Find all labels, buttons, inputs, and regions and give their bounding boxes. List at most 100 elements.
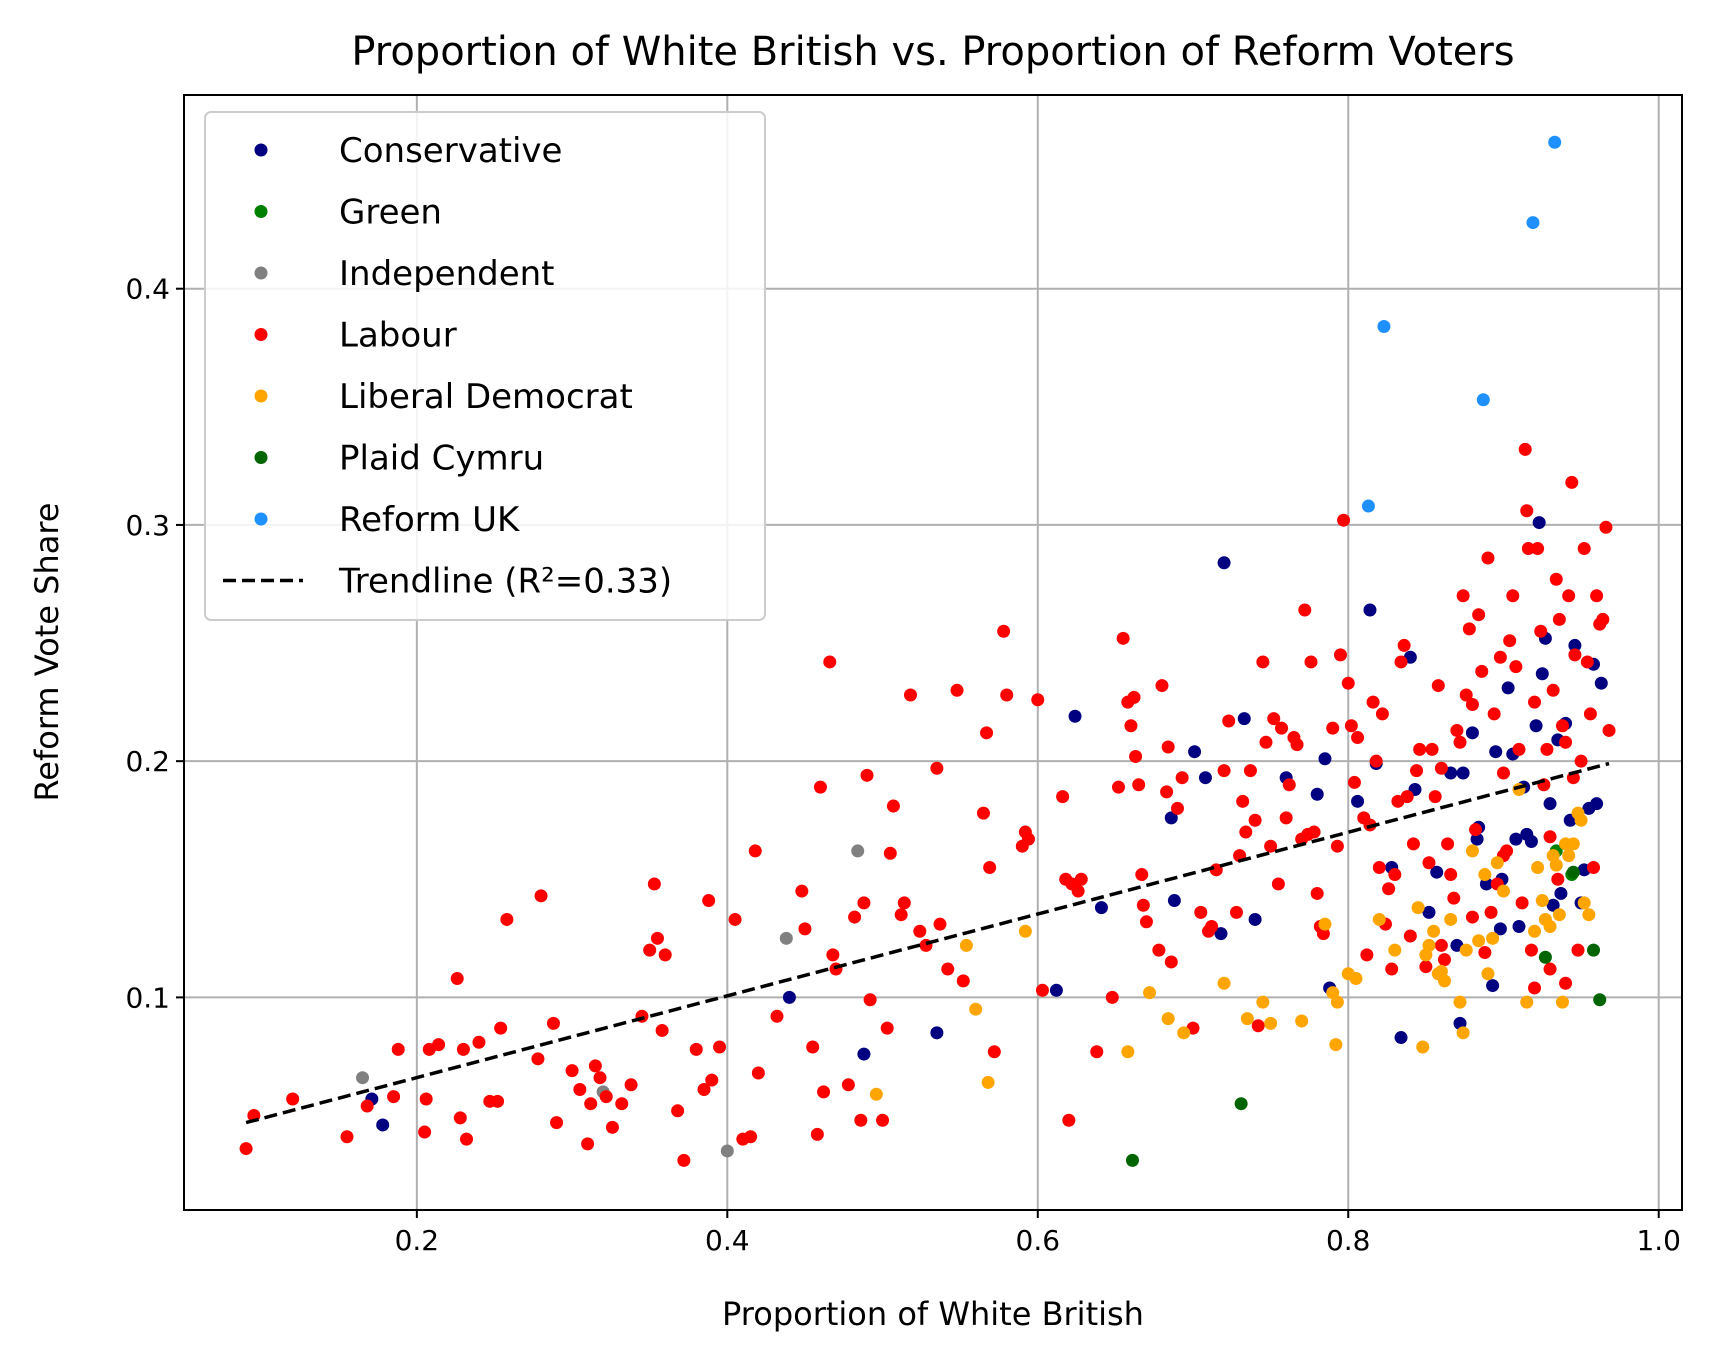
point-labour [1160,785,1174,799]
legend-marker [254,328,268,341]
point-labour [860,768,874,782]
legend-item-reform-uk: Reform UK [254,500,521,540]
point-labour [1330,839,1344,853]
point-labour [1256,655,1270,669]
point-conservative [1214,927,1228,941]
x-axis-label: Proportion of White British [722,1295,1144,1333]
point-labour [903,688,917,702]
point-labour [671,1104,685,1118]
point-labour [534,889,548,903]
point-labour [1410,764,1424,778]
point-labour [1062,1113,1076,1127]
point-labour [1161,740,1175,754]
point-labour [1540,742,1554,756]
point-conservative [1594,676,1608,690]
x-tick-label: 0.6 [1016,1224,1061,1257]
point-labour [1205,920,1219,934]
point-labour [1551,872,1565,886]
point-labour [1074,872,1088,886]
legend-item-independent: Independent [254,254,555,294]
point-labour [1105,990,1119,1004]
point-labour [239,1142,253,1156]
point-independent [356,1071,370,1085]
point-liberal-democrat [1411,901,1425,915]
point-labour [1459,688,1473,702]
point-labour [795,884,809,898]
point-labour [1170,801,1184,815]
point-independent [851,844,865,858]
y-tick-label: 0.1 [125,981,170,1014]
point-labour [1155,679,1169,693]
point-labour [883,846,897,860]
point-labour [894,908,908,922]
point-labour [770,1009,784,1023]
point-liberal-democrat [1372,912,1386,926]
point-liberal-democrat [969,1002,983,1016]
point-labour [1090,1045,1104,1059]
point-conservative [930,1026,944,1040]
legend-label: Independent [339,254,555,294]
point-labour [1360,948,1374,962]
y-tick-label: 0.4 [125,273,170,306]
point-labour [1217,764,1231,778]
point-labour [360,1099,374,1113]
point-labour [880,1021,894,1035]
point-labour [1400,790,1414,804]
point-labour [1152,943,1166,957]
point-labour [593,1071,607,1085]
point-labour [650,931,664,945]
point-labour [1484,905,1498,919]
point-labour [1124,719,1138,733]
point-liberal-democrat [1465,844,1479,858]
point-labour [387,1090,401,1104]
legend-item-labour: Labour [254,316,457,356]
legend-marker [254,143,268,157]
point-liberal-democrat [1217,976,1231,990]
point-labour [848,910,862,924]
point-labour [1515,896,1529,910]
point-labour [546,1016,560,1030]
point-labour [1251,1019,1265,1033]
point-labour [1590,589,1604,603]
point-conservative [1422,905,1436,919]
point-labour [897,896,911,910]
point-labour [599,1090,613,1104]
point-conservative [1493,922,1507,936]
point-labour [751,1066,765,1080]
point-labour [1444,868,1458,882]
point-conservative [1167,894,1181,908]
x-axis-ticks: 0.2 0.4 0.6 0.8 1.0 [395,1210,1681,1257]
point-conservative [1351,794,1365,808]
point-labour [987,1045,1001,1059]
point-labour [1521,542,1535,556]
point-labour [1559,735,1573,749]
point-labour [1509,660,1523,674]
point-labour [1431,679,1445,693]
point-liberal-democrat [1121,1045,1135,1059]
point-liberal-democrat [1566,837,1580,851]
point-labour [728,912,742,926]
point-conservative [1489,745,1503,759]
point-liberal-democrat [1256,995,1270,1009]
point-liberal-democrat [1552,908,1566,922]
point-labour [1447,891,1461,905]
point-labour [1562,589,1576,603]
legend-item-plaid-cymru: Plaid Cymru [254,439,544,479]
point-labour [655,1023,669,1037]
point-labour [1413,742,1427,756]
point-labour [1259,735,1273,749]
point-labour [550,1116,564,1130]
point-labour [1274,721,1288,735]
point-labour [1326,721,1340,735]
point-plaid-cymru [1587,943,1601,957]
point-labour [1428,790,1442,804]
point-labour [1602,723,1616,737]
y-tick-label: 0.2 [125,745,170,778]
point-labour [1344,719,1358,733]
point-reform-uk [1377,320,1391,334]
point-liberal-democrat [1481,967,1495,981]
point-labour [1565,475,1579,489]
point-labour [1571,943,1585,957]
point-labour [1528,981,1542,995]
point-labour [1290,738,1304,752]
